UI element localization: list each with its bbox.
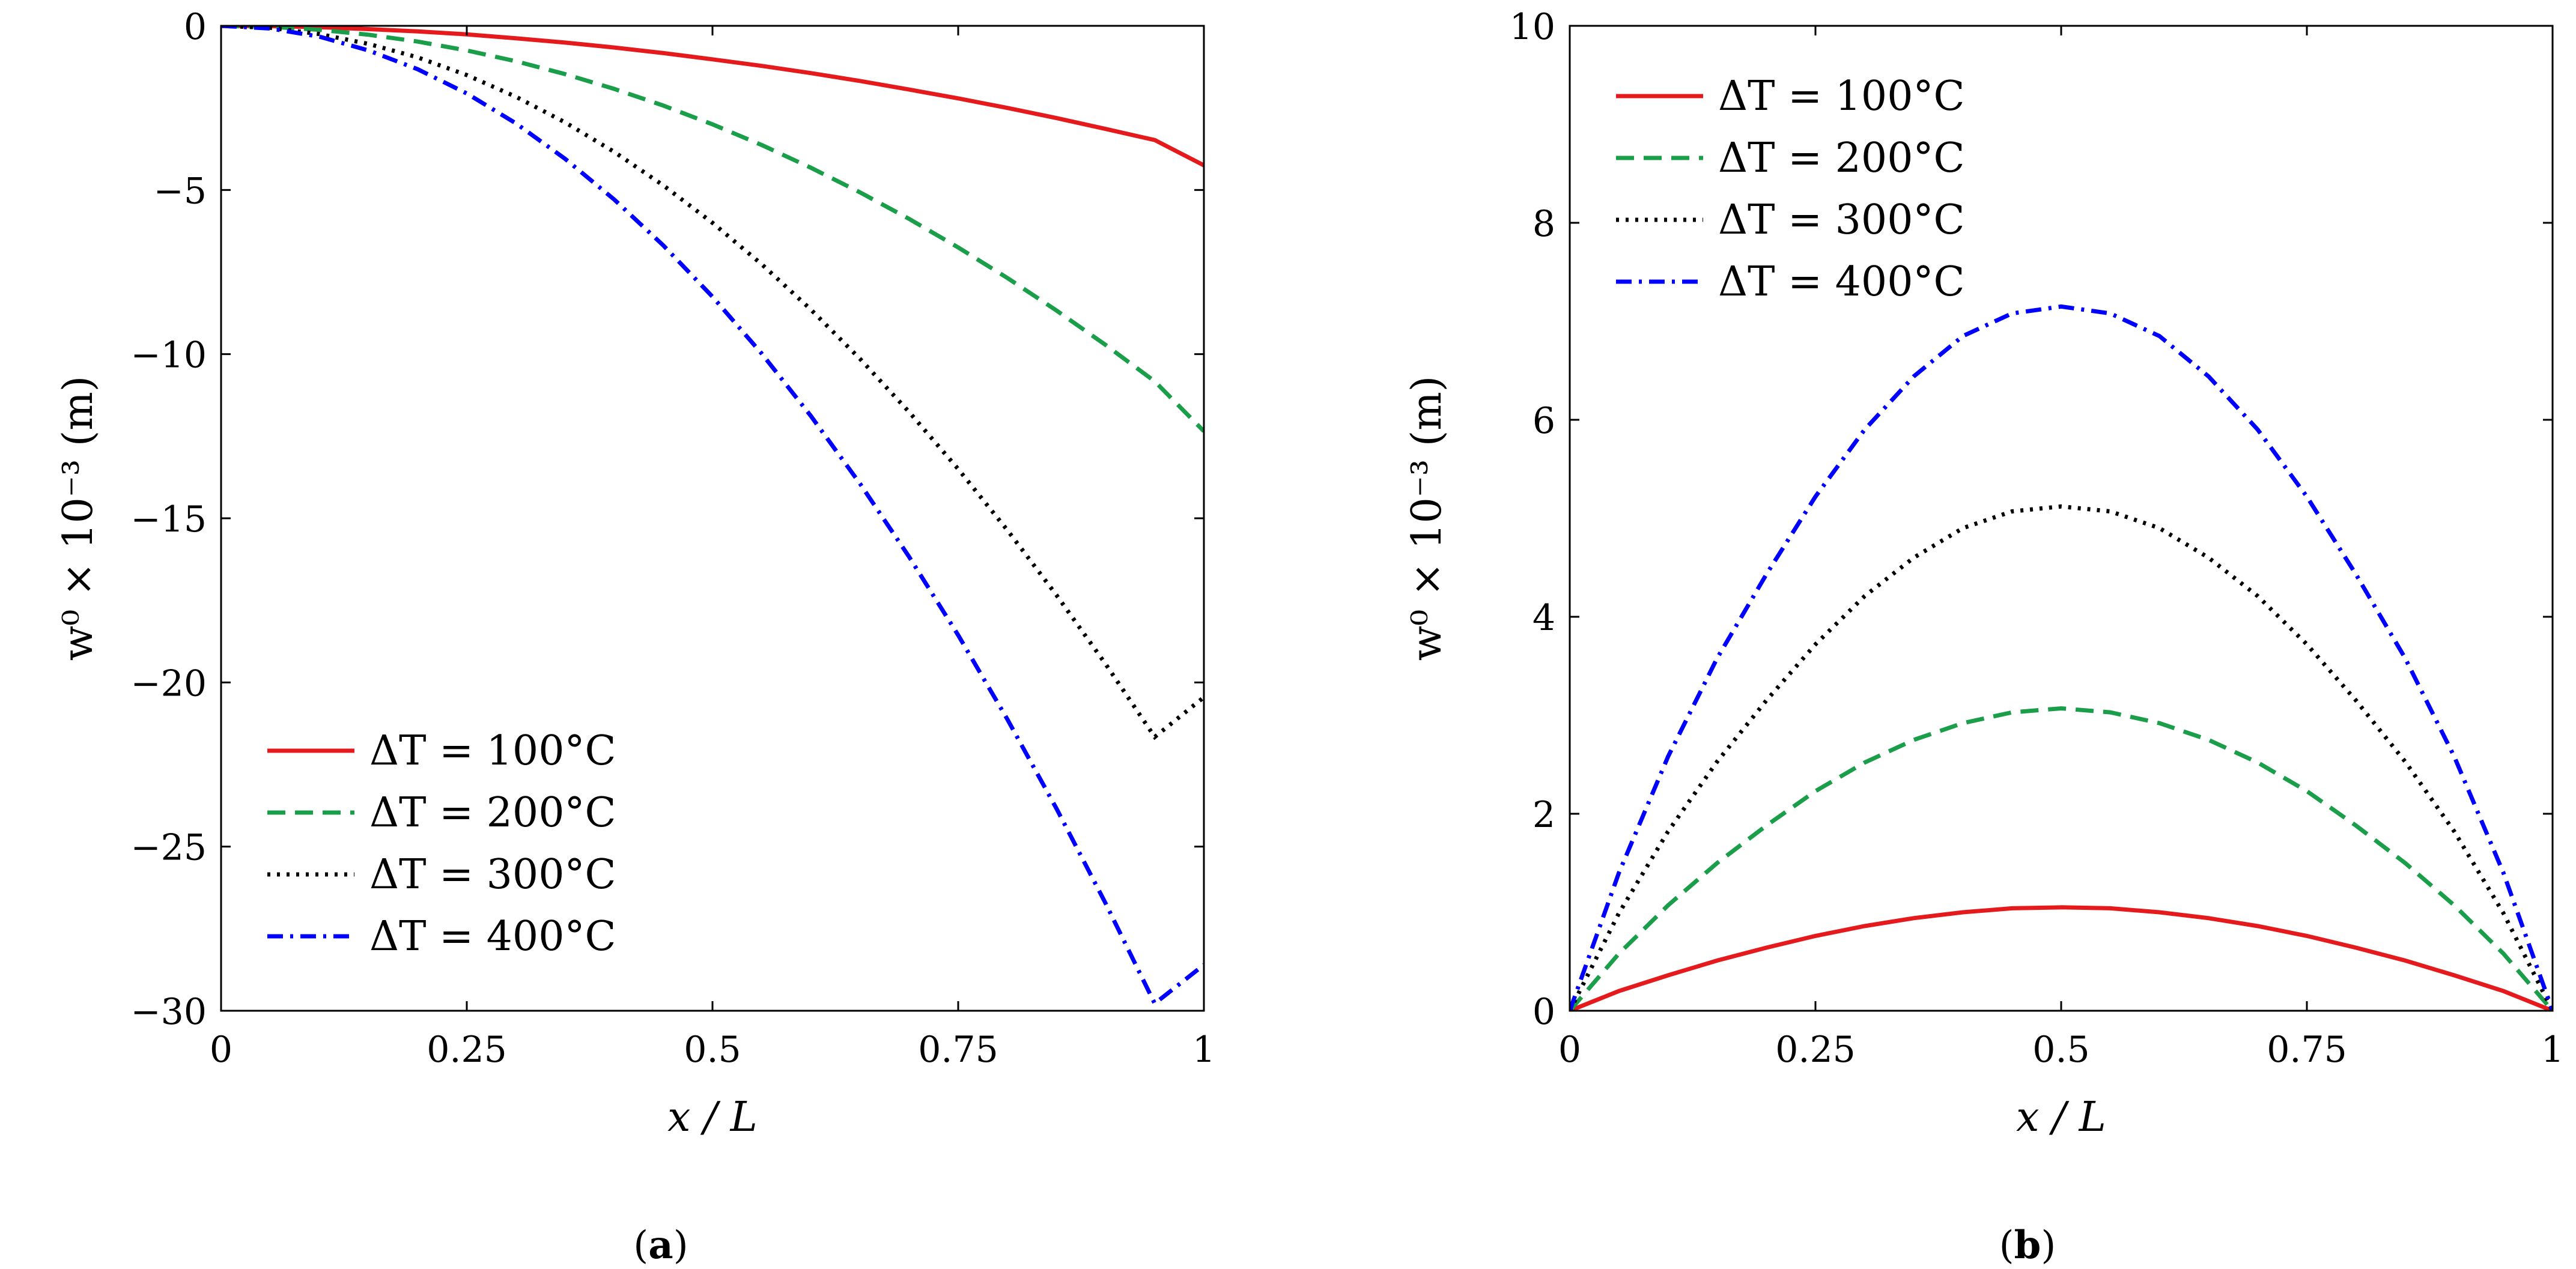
legend-label: ΔT = 200°C [1718,135,1965,182]
legend: ΔT = 100°C ΔT = 200°C ΔT = 300°C ΔT = 400°C [267,727,616,960]
legend-label: ΔT = 200°C [369,789,616,837]
legend-label: ΔT = 100°C [1718,73,1965,120]
y-tick-label: −10 [130,335,207,377]
series-line-4 [221,26,1204,1007]
x-axis-label: x / L [667,1094,758,1141]
y-tick-label: −5 [154,170,207,212]
x-tick-label: 0 [1558,1029,1581,1071]
x-tick-label: 0 [210,1029,232,1071]
y-tick-label: 4 [1533,597,1555,639]
y-tick-label: 8 [1533,203,1555,245]
y-axis-label: w⁰ × 10⁻³ (m) [55,376,102,661]
y-tick-label: 2 [1533,794,1555,836]
x-tick-label: 0.75 [2267,1029,2347,1071]
x-tick-label: 0.25 [1775,1029,1856,1071]
x-tick-label: 0.25 [427,1029,507,1071]
x-tick-label: 0.5 [2032,1029,2089,1071]
y-tick-label: 6 [1533,400,1555,442]
legend-label: ΔT = 400°C [369,913,616,960]
y-tick-label: −20 [130,662,207,704]
legend-label: ΔT = 400°C [1718,258,1965,306]
series-line-3 [221,26,1204,741]
panel-caption: (a) [633,1223,688,1268]
legend-label: ΔT = 300°C [1718,196,1965,244]
legend: ΔT = 100°C ΔT = 200°C ΔT = 300°C ΔT = 400°C [1616,73,1965,306]
series-line-1 [1570,905,2553,1011]
y-axis-label: w⁰ × 10⁻³ (m) [1403,376,1451,661]
y-tick-label: −15 [130,498,207,541]
panel-caption: (b) [1999,1223,2056,1268]
chart-panel-a: 0 0.25 0.5 0.75 1 0 −5 −10 −15 −20 −25 −30 x / L w⁰ ×… [55,6,1215,1268]
series-line-4 [1570,304,2553,1011]
x-axis-label: x / L [2016,1094,2106,1141]
y-tick-label: 10 [1510,6,1555,48]
y-tick-label: 0 [1533,991,1555,1033]
x-tick-label: 0.5 [684,1029,741,1071]
plot-frame [220,25,1205,1012]
y-tick-label: −30 [130,991,207,1033]
legend-label: ΔT = 100°C [369,727,616,775]
series-line-3 [1570,504,2553,1011]
y-tick-label: −25 [130,827,207,869]
y-tick-label: 0 [184,6,207,48]
series-line-2 [221,26,1204,433]
x-tick-label: 1 [2541,1029,2564,1071]
series-line-1 [221,26,1204,168]
x-tick-label: 0.75 [918,1029,998,1071]
x-tick-label: 1 [1192,1029,1215,1071]
series-line-2 [1570,706,2553,1011]
legend-label: ΔT = 300°C [369,851,616,898]
